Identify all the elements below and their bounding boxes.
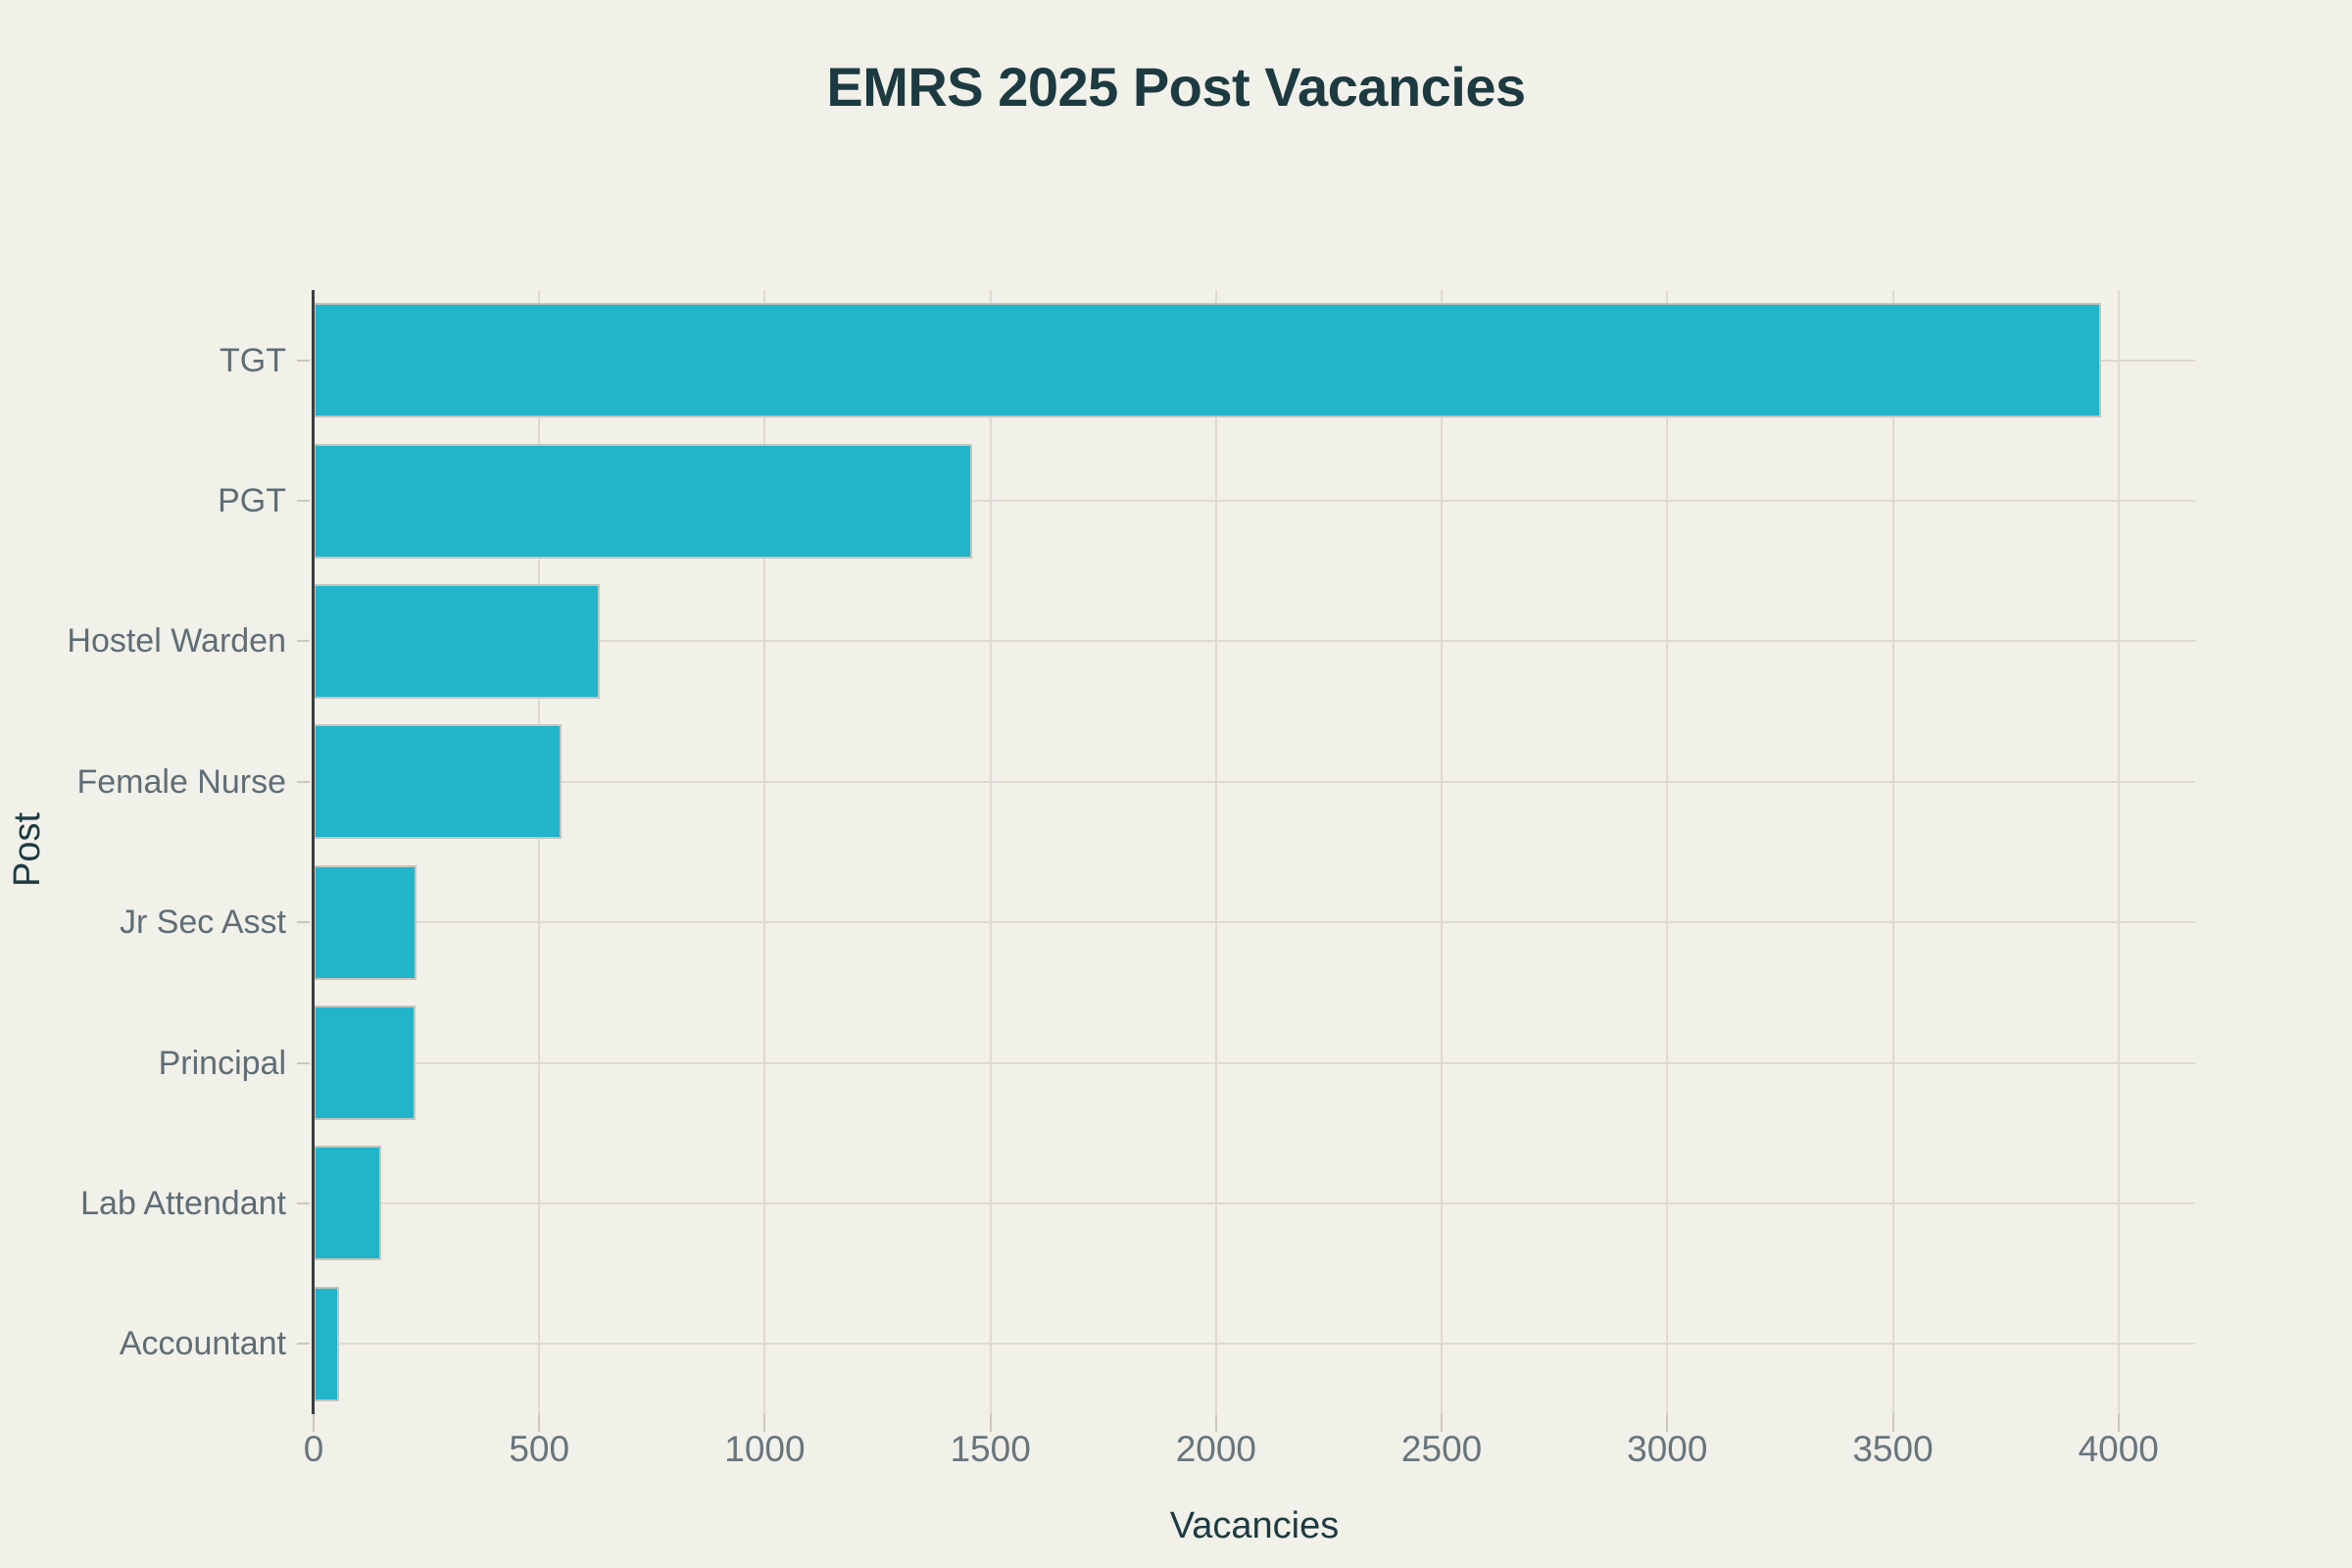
x-tick-label: 0 — [303, 1429, 324, 1469]
category-label: PGT — [218, 482, 286, 520]
y-tick-mark — [297, 1201, 310, 1204]
plot-area — [312, 290, 2195, 1414]
bar-female-nurse — [314, 724, 563, 840]
bar-pgt — [314, 443, 973, 559]
category-label: Female Nurse — [76, 762, 286, 801]
y-gridline — [314, 780, 2195, 783]
x-tick-label: 1000 — [724, 1429, 806, 1469]
x-tick-mark — [2117, 1414, 2120, 1432]
category-label: Hostel Warden — [67, 622, 286, 661]
x-gridline — [1891, 290, 1894, 1414]
chart-title: EMRS 2025 Post Vacancies — [826, 56, 1526, 118]
x-tick-label: 2500 — [1400, 1429, 1483, 1469]
y-gridline — [314, 1201, 2195, 1204]
y-tick-mark — [297, 500, 310, 503]
x-gridline — [1441, 290, 1444, 1414]
bar-jr-sec-asst — [314, 864, 416, 980]
x-gridline — [1214, 290, 1217, 1414]
category-label: Accountant — [119, 1325, 286, 1363]
x-tick-mark — [763, 1414, 766, 1432]
bar-lab-attendant — [314, 1146, 382, 1261]
x-tick-mark — [1666, 1414, 1669, 1432]
category-label: TGT — [220, 341, 286, 379]
x-tick-label: 3000 — [1627, 1429, 1708, 1469]
x-gridline — [538, 290, 541, 1414]
x-tick-mark — [313, 1414, 315, 1432]
y-gridline — [314, 921, 2195, 924]
x-tick-label: 500 — [509, 1429, 570, 1469]
category-label: Lab Attendant — [80, 1184, 286, 1222]
x-tick-label: 2000 — [1175, 1429, 1257, 1469]
x-gridline — [989, 290, 992, 1414]
x-tick-label: 3500 — [1852, 1429, 1934, 1469]
bar-accountant — [314, 1286, 340, 1401]
bar-principal — [314, 1005, 416, 1121]
y-axis-spine — [312, 290, 315, 1414]
bar-tgt — [314, 303, 2102, 418]
x-gridline — [763, 290, 766, 1414]
y-axis-label: Post — [7, 811, 48, 888]
x-tick-label: 1500 — [950, 1429, 1031, 1469]
x-tick-mark — [1214, 1414, 1217, 1432]
y-tick-mark — [297, 640, 310, 643]
x-tick-mark — [989, 1414, 992, 1432]
y-tick-mark — [297, 1061, 310, 1064]
x-tick-mark — [1891, 1414, 1894, 1432]
y-gridline — [314, 500, 2195, 503]
y-tick-mark — [297, 921, 310, 924]
y-tick-mark — [297, 359, 310, 362]
y-tick-mark — [297, 780, 310, 783]
category-label: Principal — [158, 1044, 286, 1082]
x-tick-mark — [1441, 1414, 1444, 1432]
x-gridline — [1666, 290, 1669, 1414]
bar-hostel-warden — [314, 583, 601, 699]
x-axis-label: Vacancies — [1169, 1505, 1340, 1546]
y-gridline — [314, 1343, 2195, 1346]
x-tick-mark — [538, 1414, 541, 1432]
x-tick-label: 4000 — [2078, 1429, 2159, 1469]
y-tick-mark — [297, 1343, 310, 1346]
y-gridline — [314, 640, 2195, 643]
category-label: Jr Sec Asst — [119, 904, 286, 942]
y-gridline — [314, 1061, 2195, 1064]
x-gridline — [2117, 290, 2120, 1414]
